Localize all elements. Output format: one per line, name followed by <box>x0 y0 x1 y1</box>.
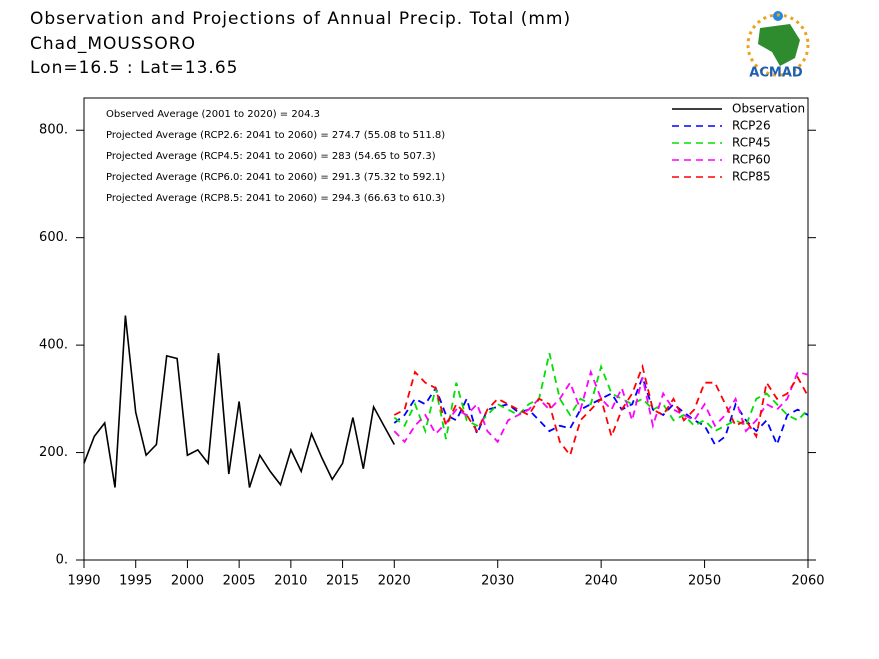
series-line <box>83 315 396 488</box>
chart-subtitle: Chad_MOUSSORO <box>30 34 196 54</box>
x-tick-label: 2040 <box>585 574 618 589</box>
logo-ring <box>746 13 810 77</box>
legend-label: RCP85 <box>732 170 771 184</box>
plot-frame <box>83 97 809 561</box>
legend-label: RCP26 <box>732 119 771 133</box>
x-tick-label: 2010 <box>274 574 307 589</box>
logo: ACMAD <box>746 11 810 81</box>
chart-subtitle: Lon=16.5 : Lat=13.65 <box>30 58 238 78</box>
annotation: Projected Average (RCP6.0: 2041 to 2060)… <box>106 172 445 183</box>
logo-shape <box>758 24 800 66</box>
x-tick-label: 1990 <box>67 574 100 589</box>
y-tick-label: 0. <box>56 553 68 568</box>
x-tick-label: 1995 <box>119 574 152 589</box>
legend-label: RCP60 <box>732 153 771 167</box>
x-tick-label: 2020 <box>378 574 411 589</box>
legend-label: RCP45 <box>732 136 771 150</box>
y-tick-label: 400. <box>39 338 68 353</box>
legend-label: Observation <box>732 102 805 116</box>
series-line <box>393 363 809 458</box>
series-line <box>393 352 809 440</box>
x-tick-label: 2015 <box>326 574 359 589</box>
x-tick-label: 2060 <box>791 574 824 589</box>
annotation: Projected Average (RCP2.6: 2041 to 2060)… <box>106 130 445 141</box>
logo-text: ACMAD <box>749 66 803 81</box>
y-tick-label: 200. <box>39 445 68 460</box>
annotation: Observed Average (2001 to 2020) = 204.3 <box>106 109 320 120</box>
annotation: Projected Average (RCP4.5: 2041 to 2060)… <box>106 151 436 162</box>
y-tick-label: 600. <box>39 230 68 245</box>
series-line <box>393 369 809 444</box>
x-tick-label: 2005 <box>223 574 256 589</box>
y-tick-label: 800. <box>39 123 68 138</box>
x-tick-label: 2050 <box>688 574 721 589</box>
x-tick-label: 2030 <box>481 574 514 589</box>
x-tick-label: 2000 <box>171 574 204 589</box>
annotation: Projected Average (RCP8.5: 2041 to 2060)… <box>106 193 445 204</box>
chart-title: Observation and Projections of Annual Pr… <box>30 9 571 29</box>
